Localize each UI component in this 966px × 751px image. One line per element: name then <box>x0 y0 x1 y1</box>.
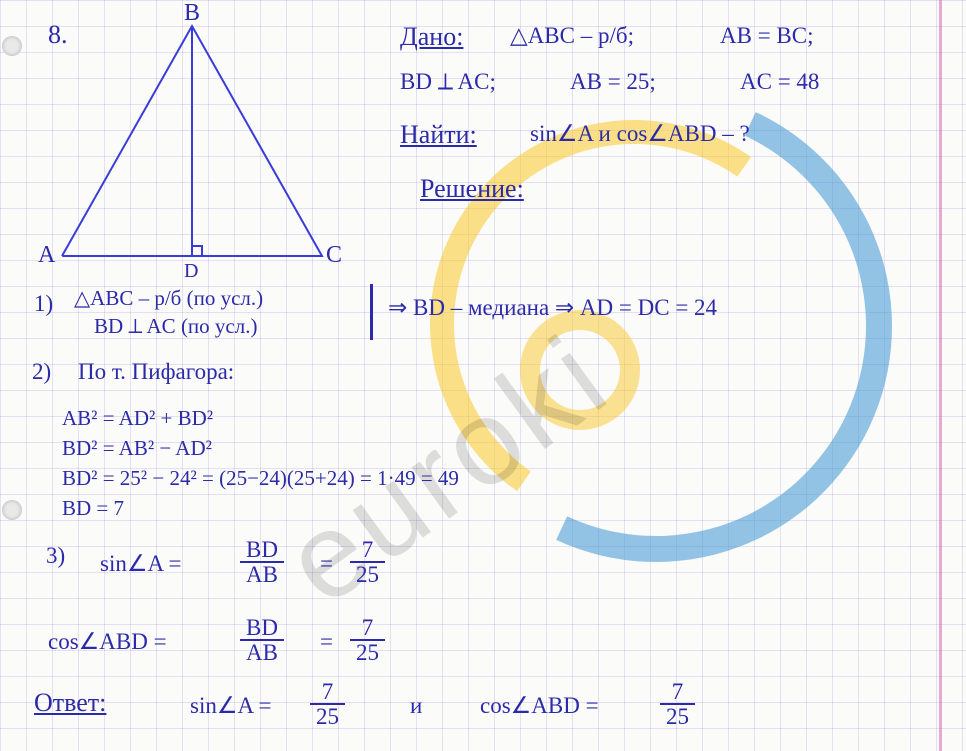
solution-heading-text: Решение: <box>420 174 524 203</box>
binder-hole-top <box>2 36 22 56</box>
step1-brace <box>370 284 373 340</box>
given-line1b: AB = BC; <box>720 24 814 47</box>
step2-number: 2) <box>32 360 51 383</box>
given-line2c: AC = 48 <box>740 70 819 93</box>
step1-line2: BD ⟂ AC (по усл.) <box>94 316 257 337</box>
step3-sin-frac1-num: BD <box>240 538 284 563</box>
step2-eq-a: AB² = AD² + BD² <box>62 408 213 429</box>
page: euroki 8. B A C D Дано: △ABC – р/б; AB =… <box>0 0 966 751</box>
right-margin-line <box>939 0 942 751</box>
find-heading: Найти: <box>400 122 477 148</box>
step3-sin-frac1: BD AB <box>240 538 284 586</box>
answer-sin-num: 7 <box>310 680 345 705</box>
step3-cos-frac2-num: 7 <box>350 616 385 641</box>
step2-eq-d: BD = 7 <box>62 498 124 519</box>
given-line1a: △ABC – р/б; <box>510 24 634 47</box>
answer-cos-num: 7 <box>660 680 695 705</box>
step3-cos-frac1-den: AB <box>240 641 284 664</box>
step1-number: 1) <box>34 292 53 315</box>
step3-cos-lhs: cos∠ABD = <box>48 630 167 653</box>
binder-hole-bottom <box>2 500 22 520</box>
given-line2a: BD ⟂ AC; <box>400 70 496 93</box>
step3-sin-frac1-den: AB <box>240 563 284 586</box>
answer-cos-frac: 7 25 <box>660 680 695 728</box>
step2-eq-b: BD² = AB² − AD² <box>62 438 212 459</box>
given-heading-text: Дано: <box>400 22 463 51</box>
step3-sin-frac2: 7 25 <box>350 538 385 586</box>
answer-and: и <box>410 694 422 717</box>
vertex-label-d: D <box>184 260 198 283</box>
step3-cos-frac2-den: 25 <box>350 641 385 664</box>
answer-sin-frac: 7 25 <box>310 680 345 728</box>
vertex-label-b: B <box>184 0 200 27</box>
step3-cos-eq: = <box>320 630 333 653</box>
step2-heading: По т. Пифагора: <box>78 360 234 383</box>
step3-number: 3) <box>46 544 65 567</box>
given-heading: Дано: <box>400 24 463 50</box>
answer-cos-lhs: cos∠ABD = <box>480 694 599 717</box>
step3-cos-frac1-num: BD <box>240 616 284 641</box>
answer-label: Ответ: <box>34 690 106 716</box>
solution-heading: Решение: <box>420 176 524 202</box>
find-body: sin∠A и cos∠ABD – ? <box>530 122 750 145</box>
step2-eq-c: BD² = 25² − 24² = (25−24)(25+24) = 1·49 … <box>62 468 459 489</box>
step1-line1: △ABC – р/б (по усл.) <box>74 288 263 309</box>
triangle-figure: B A C D <box>62 26 322 270</box>
step3-cos-frac1: BD AB <box>240 616 284 664</box>
answer-sin-lhs: sin∠A = <box>190 694 272 717</box>
step3-cos-frac2: 7 25 <box>350 616 385 664</box>
step3-sin-lhs: sin∠A = <box>100 552 182 575</box>
step3-sin-frac2-den: 25 <box>350 563 385 586</box>
step3-sin-frac2-num: 7 <box>350 538 385 563</box>
answer-cos-den: 25 <box>660 705 695 728</box>
vertex-label-c: C <box>326 242 342 269</box>
triangle-svg <box>62 26 322 270</box>
step1-implication: ⇒ BD – медиана ⇒ AD = DC = 24 <box>388 296 717 319</box>
step3-sin-eq: = <box>320 552 333 575</box>
given-line2b: AB = 25; <box>570 70 656 93</box>
answer-sin-den: 25 <box>310 705 345 728</box>
answer-label-text: Ответ: <box>34 688 106 717</box>
find-heading-text: Найти: <box>400 120 477 149</box>
vertex-label-a: A <box>38 242 55 269</box>
